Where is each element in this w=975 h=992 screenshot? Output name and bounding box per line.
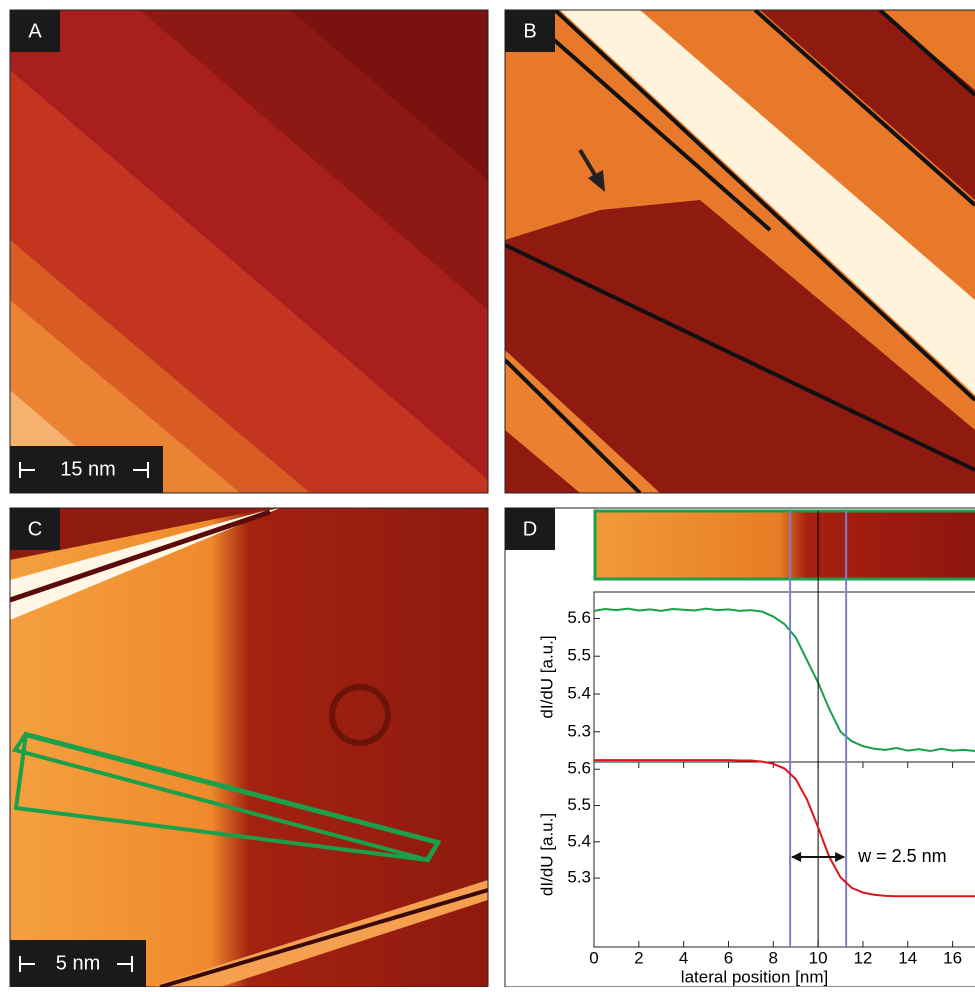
panel-label: C bbox=[28, 518, 42, 540]
x-tick-label: 10 bbox=[809, 948, 828, 967]
profile-strip bbox=[595, 511, 975, 579]
y-tick-label: 5.6 bbox=[567, 759, 591, 778]
x-tick-label: 2 bbox=[634, 948, 643, 967]
y-axis-label: dI/dU [a.u.] bbox=[537, 813, 556, 896]
y-tick-label: 5.3 bbox=[567, 721, 591, 740]
x-tick-label: 6 bbox=[724, 948, 733, 967]
annotation: w = 2.5 nm bbox=[857, 846, 947, 866]
x-tick-label: 14 bbox=[898, 948, 917, 967]
y-tick-label: 5.5 bbox=[567, 646, 591, 665]
arrow-head bbox=[835, 852, 845, 862]
y-tick-label: 5.3 bbox=[567, 868, 591, 887]
x-tick-label: 16 bbox=[943, 948, 962, 967]
arrow-head bbox=[791, 852, 801, 862]
data-line bbox=[594, 609, 975, 751]
x-axis-label: lateral position [nm] bbox=[681, 967, 828, 986]
plot-frame bbox=[594, 592, 975, 762]
page: A B C D 15 nm 5 nm 5.3 5.4 5.5 5.6 dI/dU [a.… bbox=[0, 0, 975, 987]
panel-label: B bbox=[523, 20, 536, 42]
y-tick-label: 5.6 bbox=[567, 608, 591, 627]
y-tick-label: 5.4 bbox=[567, 831, 591, 850]
stm-image-a bbox=[10, 10, 488, 493]
scale-bar-label: 5 nm bbox=[56, 952, 100, 974]
y-axis-label: dI/dU [a.u.] bbox=[537, 635, 556, 718]
scale-bar-label: 15 nm bbox=[60, 458, 116, 480]
plots: 5.3 5.4 5.5 5.6 dI/dU [a.u.] 5.3 5.4 5.5 5.6 dI/d… bbox=[537, 511, 975, 986]
x-tick-label: 8 bbox=[769, 948, 778, 967]
figure: A B C D 15 nm 5 nm 5.3 5.4 5.5 5.6 dI/dU [a.… bbox=[0, 0, 975, 987]
panel-label: A bbox=[28, 20, 42, 42]
x-tick-label: 4 bbox=[679, 948, 688, 967]
x-tick-label: 12 bbox=[853, 948, 872, 967]
y-tick-label: 5.4 bbox=[567, 683, 591, 702]
stm-image-b bbox=[505, 10, 975, 493]
x-tick-label: 0 bbox=[589, 948, 598, 967]
y-tick-label: 5.5 bbox=[567, 795, 591, 814]
panel-label: D bbox=[523, 518, 537, 540]
data-line bbox=[594, 760, 975, 896]
